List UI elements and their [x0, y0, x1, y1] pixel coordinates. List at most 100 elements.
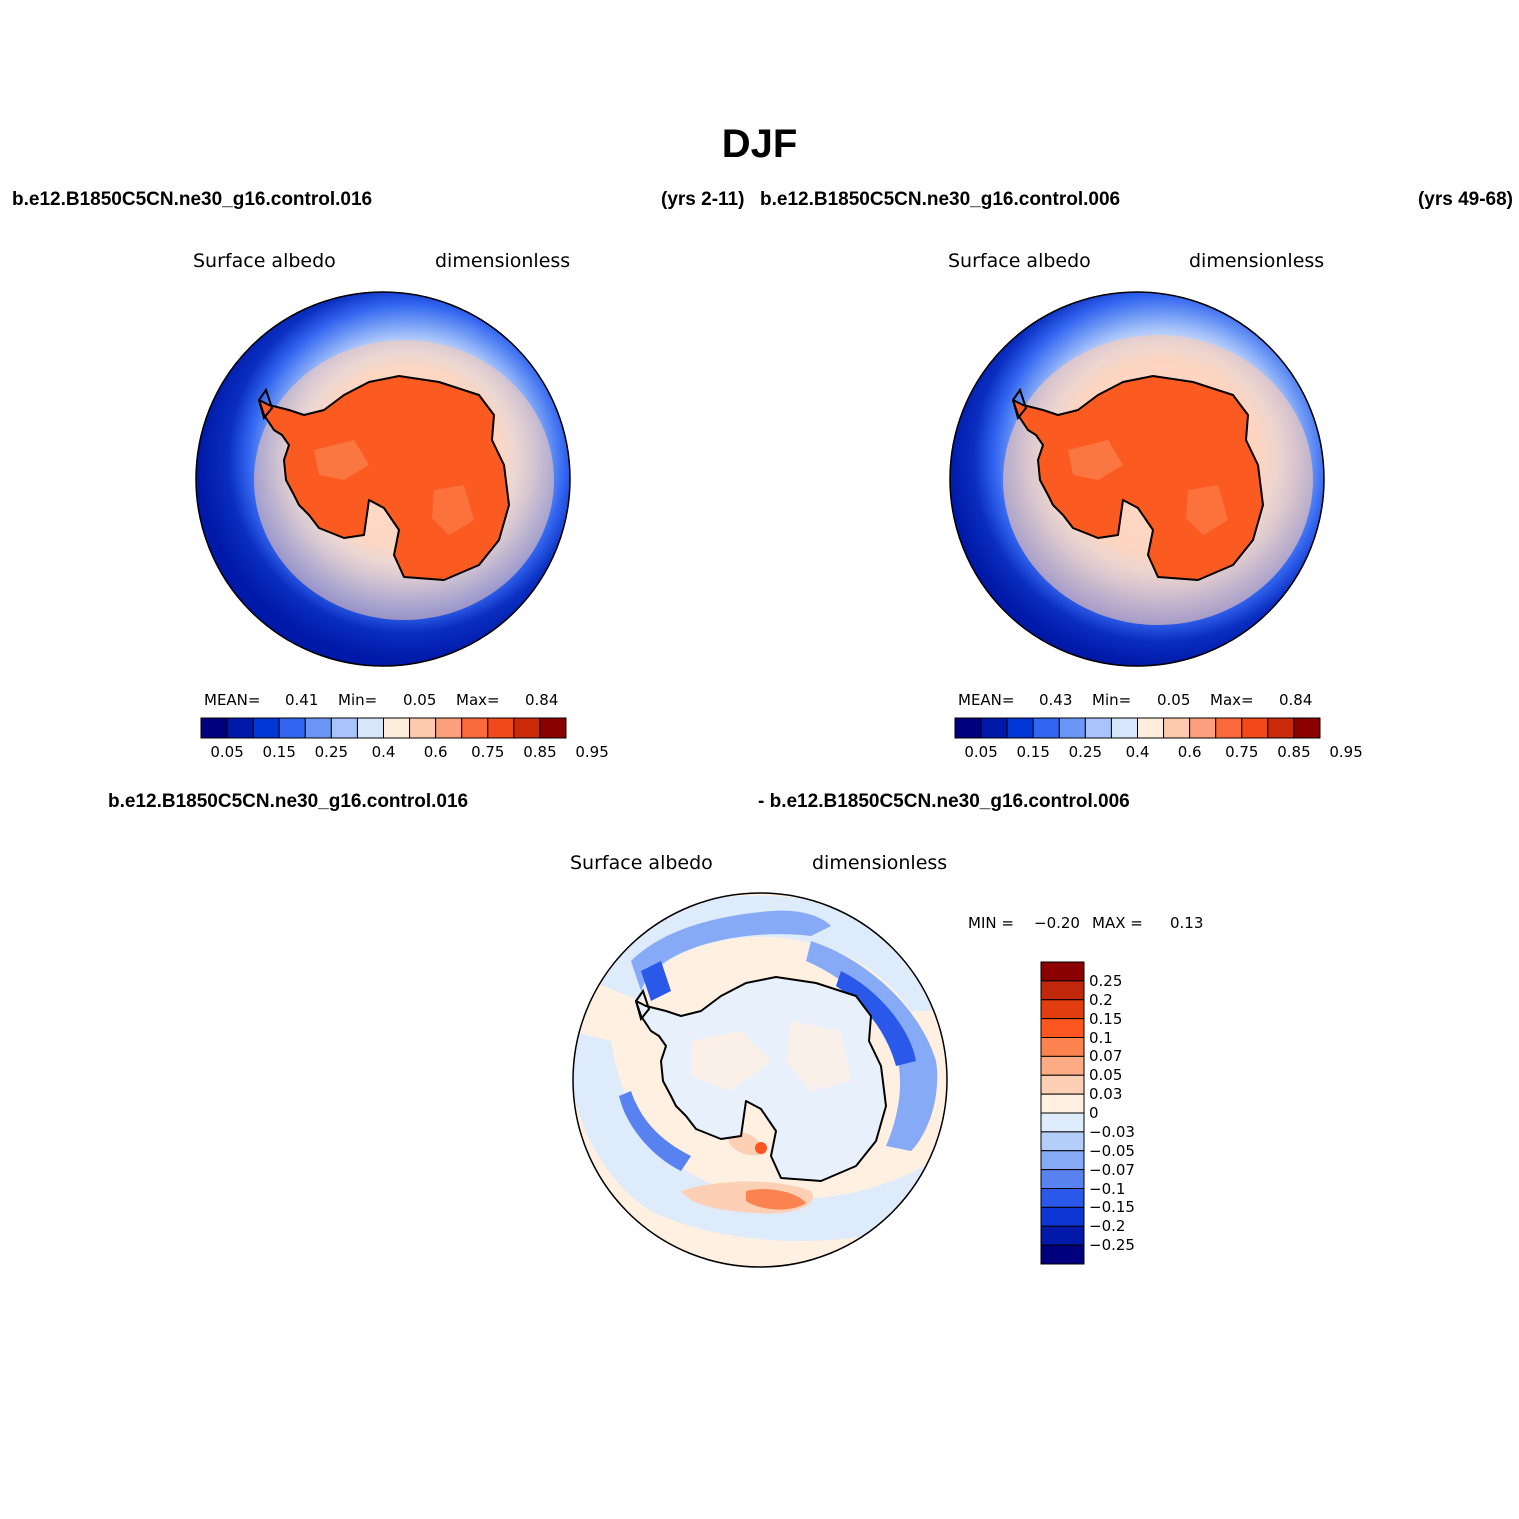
colorbar-swatch: [1040, 1055, 1085, 1076]
panel1-min: 0.05: [403, 691, 437, 709]
colorbar-swatch: [513, 717, 541, 739]
colorbar-swatch: [1040, 1188, 1085, 1208]
diff-min: −0.20: [1034, 914, 1080, 932]
colorbar-swatch: [1040, 1093, 1085, 1114]
colorbar-swatch: [1040, 1074, 1085, 1095]
panel2-map: [949, 291, 1325, 667]
colorbar-tick-label: 0.05: [210, 743, 244, 761]
colorbar-swatch: [1267, 717, 1295, 739]
colorbar-swatch: [1189, 717, 1217, 739]
colorbar-swatch: [1040, 1037, 1085, 1057]
colorbar-tick-label: 0.75: [1225, 743, 1259, 761]
panel1-colorbar: [200, 717, 567, 739]
colorbar-tick-label: 0.6: [423, 743, 448, 761]
colorbar-swatch: [1058, 717, 1086, 739]
colorbar-tick-label: 0.2: [1089, 990, 1113, 1009]
colorbar-swatch: [435, 717, 463, 739]
colorbar-swatch: [1040, 1018, 1085, 1038]
colorbar-swatch: [1040, 961, 1085, 982]
colorbar-swatch: [1084, 717, 1112, 739]
colorbar-tick-label: 0.25: [1068, 743, 1103, 761]
colorbar-tick-label: 0.25: [1089, 971, 1123, 990]
colorbar-tick-label: 0.05: [964, 743, 998, 761]
colorbar-tick-label: 0.1: [1089, 1028, 1113, 1047]
diff-case-b: - b.e12.B1850C5CN.ne30_g16.control.006: [758, 791, 1130, 812]
colorbar-swatch: [383, 717, 411, 739]
colorbar-tick-label: 0.05: [1089, 1066, 1123, 1085]
colorbar-tick-label: −0.05: [1089, 1141, 1135, 1160]
colorbar-swatch: [1040, 1244, 1085, 1265]
colorbar-swatch: [1032, 717, 1060, 739]
colorbar-swatch: [1110, 717, 1139, 739]
colorbar-swatch: [226, 717, 254, 739]
diff-case-a: b.e12.B1850C5CN.ne30_g16.control.016: [108, 791, 469, 812]
colorbar-swatch: [1040, 1112, 1085, 1133]
colorbar-tick-label: 0.03: [1089, 1085, 1123, 1104]
colorbar-swatch: [1040, 999, 1085, 1020]
colorbar-tick-label: −0.25: [1089, 1236, 1135, 1255]
colorbar-tick-label: 0.75: [471, 743, 505, 761]
panel1-min-label: Min=: [338, 691, 378, 709]
colorbar-swatch: [1241, 717, 1269, 739]
colorbar-swatch: [1006, 717, 1034, 739]
diff-variable: Surface albedo: [570, 852, 713, 874]
panel2-mean-label: MEAN=: [958, 691, 1015, 709]
colorbar-tick-label: 0.4: [1125, 743, 1150, 761]
colorbar-tick-label: 0.4: [371, 743, 396, 761]
panel2-mean: 0.43: [1039, 691, 1073, 709]
colorbar-swatch: [330, 717, 358, 739]
colorbar-swatch: [1293, 717, 1321, 739]
colorbar-swatch: [1040, 1206, 1085, 1227]
colorbar-swatch: [1040, 1225, 1085, 1246]
colorbar-swatch: [954, 717, 982, 739]
case2-label: b.e12.B1850C5CN.ne30_g16.control.006: [760, 189, 1121, 210]
colorbar-tick-label: 0.07: [1089, 1047, 1123, 1066]
colorbar-swatch: [1040, 1131, 1085, 1152]
panel2-max-label: Max=: [1210, 691, 1254, 709]
panel1-max-label: Max=: [456, 691, 500, 709]
colorbar-tick-label: 0.15: [262, 743, 296, 761]
panel2-variable: Surface albedo: [948, 250, 1091, 272]
colorbar-swatch: [1040, 1150, 1085, 1171]
panel1-mean: 0.41: [285, 691, 319, 709]
colorbar-swatch: [487, 717, 515, 739]
colorbar-tick-label: 0: [1089, 1104, 1099, 1122]
colorbar-swatch: [1137, 717, 1165, 739]
colorbar-swatch: [1215, 717, 1243, 739]
colorbar-swatch: [278, 717, 306, 739]
colorbar-tick-label: 0.15: [1089, 1009, 1123, 1028]
colorbar-swatch: [304, 717, 332, 739]
diff-min-label: MIN =: [968, 914, 1014, 932]
colorbar-swatch: [980, 717, 1008, 739]
diff-units: dimensionless: [812, 852, 948, 874]
diff-max: 0.13: [1170, 914, 1204, 932]
colorbar-swatch: [461, 717, 489, 739]
panel2-max: 0.84: [1279, 691, 1313, 709]
panel1-mean-label: MEAN=: [204, 691, 261, 709]
diff-max-label: MAX =: [1092, 914, 1143, 932]
panel1-variable: Surface albedo: [193, 250, 336, 272]
panel1-units: dimensionless: [435, 250, 571, 272]
colorbar-tick-label: 0.85: [523, 743, 557, 761]
panel2-colorbar: [954, 717, 1321, 739]
colorbar-swatch: [409, 717, 437, 739]
case1-label: b.e12.B1850C5CN.ne30_g16.control.016: [12, 189, 373, 210]
colorbar-tick-label: 0.85: [1277, 743, 1311, 761]
panel2-min-label: Min=: [1092, 691, 1132, 709]
colorbar-swatch: [252, 717, 280, 739]
panel1-max: 0.84: [525, 691, 559, 709]
case1-years: (yrs 2-11): [661, 189, 745, 210]
colorbar-tick-label: −0.15: [1089, 1198, 1135, 1217]
panel1-map: [195, 291, 571, 667]
colorbar-swatch: [356, 717, 385, 739]
colorbar-tick-label: −0.1: [1089, 1179, 1126, 1198]
colorbar-tick-label: 0.95: [575, 743, 609, 761]
colorbar-tick-label: −0.2: [1089, 1217, 1126, 1236]
colorbar-tick-label: 0.6: [1177, 743, 1202, 761]
colorbar-swatch: [1040, 980, 1085, 1001]
colorbar-tick-label: 0.15: [1016, 743, 1050, 761]
colorbar-swatch: [1163, 717, 1191, 739]
colorbar-tick-label: −0.07: [1089, 1160, 1135, 1179]
figure-title: DJF: [721, 122, 798, 166]
case2-years: (yrs 49-68): [1417, 189, 1513, 210]
